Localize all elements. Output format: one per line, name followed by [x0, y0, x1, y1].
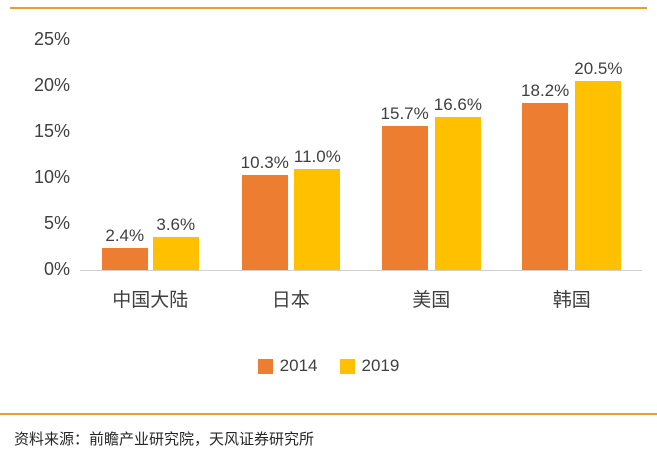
- bar-chart: 0% 5% 10% 15% 20% 25% 2.4% 3.6% 10.3% 11.0% 15.7%…: [16, 30, 642, 312]
- y-tick-label: 15%: [33, 121, 70, 142]
- data-label: 16.6%: [433, 95, 482, 115]
- source-note: 资料来源：前瞻产业研究院，天风证券研究所: [14, 431, 315, 448]
- y-tick-label: 25%: [33, 29, 70, 50]
- legend-item-2019: 2019: [339, 356, 400, 376]
- plot-area: 2.4% 3.6% 10.3% 11.0% 15.7% 16.6% 18.2% 20.5%: [80, 40, 642, 271]
- legend-label: 2014: [279, 356, 318, 375]
- bar-with-label: 20.5%: [574, 40, 622, 270]
- bar-with-label: 18.2%: [521, 40, 569, 270]
- bottom-divider: [0, 413, 657, 415]
- y-tick-label: 20%: [33, 75, 70, 96]
- bar-with-label: 3.6%: [152, 40, 199, 270]
- bar-group: 2.4% 3.6%: [80, 40, 221, 270]
- data-label: 2.4%: [105, 225, 145, 245]
- category-label: 美国: [412, 290, 451, 311]
- legend-item-2014: 2014: [257, 356, 318, 376]
- bar-2014: [522, 102, 569, 270]
- bar-2014: [241, 175, 288, 270]
- x-axis: 中国大陆 日本 美国 韩国: [80, 271, 642, 312]
- legend-swatch: [257, 358, 273, 374]
- data-label: 11.0%: [293, 146, 341, 166]
- top-divider: [10, 7, 647, 9]
- bar-2019: [152, 236, 199, 270]
- legend: 2014 2019: [0, 356, 657, 376]
- bar-2019: [434, 117, 481, 270]
- bar-with-label: 16.6%: [434, 40, 482, 270]
- bar-2019: [575, 81, 622, 270]
- bar-group: 18.2% 20.5%: [502, 40, 643, 270]
- category-label: 日本: [271, 290, 310, 311]
- data-label: 20.5%: [574, 59, 623, 79]
- y-tick-label: 10%: [33, 167, 70, 188]
- legend-label: 2019: [361, 356, 400, 375]
- bar-with-label: 2.4%: [101, 40, 148, 270]
- data-label: 15.7%: [380, 103, 429, 123]
- category-label: 中国大陆: [112, 290, 189, 311]
- bar-with-label: 15.7%: [381, 40, 429, 270]
- bar-group: 10.3% 11.0%: [221, 40, 362, 270]
- y-tick-label: 5%: [43, 213, 70, 234]
- legend-swatch: [339, 358, 355, 374]
- bar-with-label: 11.0%: [294, 40, 341, 270]
- y-tick-label: 0%: [43, 259, 70, 280]
- data-label: 3.6%: [156, 214, 196, 234]
- bar-group: 15.7% 16.6%: [361, 40, 502, 270]
- bar-2019: [294, 168, 341, 270]
- category-label: 韩国: [552, 290, 591, 311]
- bar-2014: [101, 247, 148, 270]
- data-label: 10.3%: [240, 153, 289, 173]
- y-axis: 0% 5% 10% 15% 20% 25%: [16, 30, 80, 278]
- data-label: 18.2%: [521, 80, 570, 100]
- bar-with-label: 10.3%: [241, 40, 289, 270]
- bar-2014: [381, 125, 428, 270]
